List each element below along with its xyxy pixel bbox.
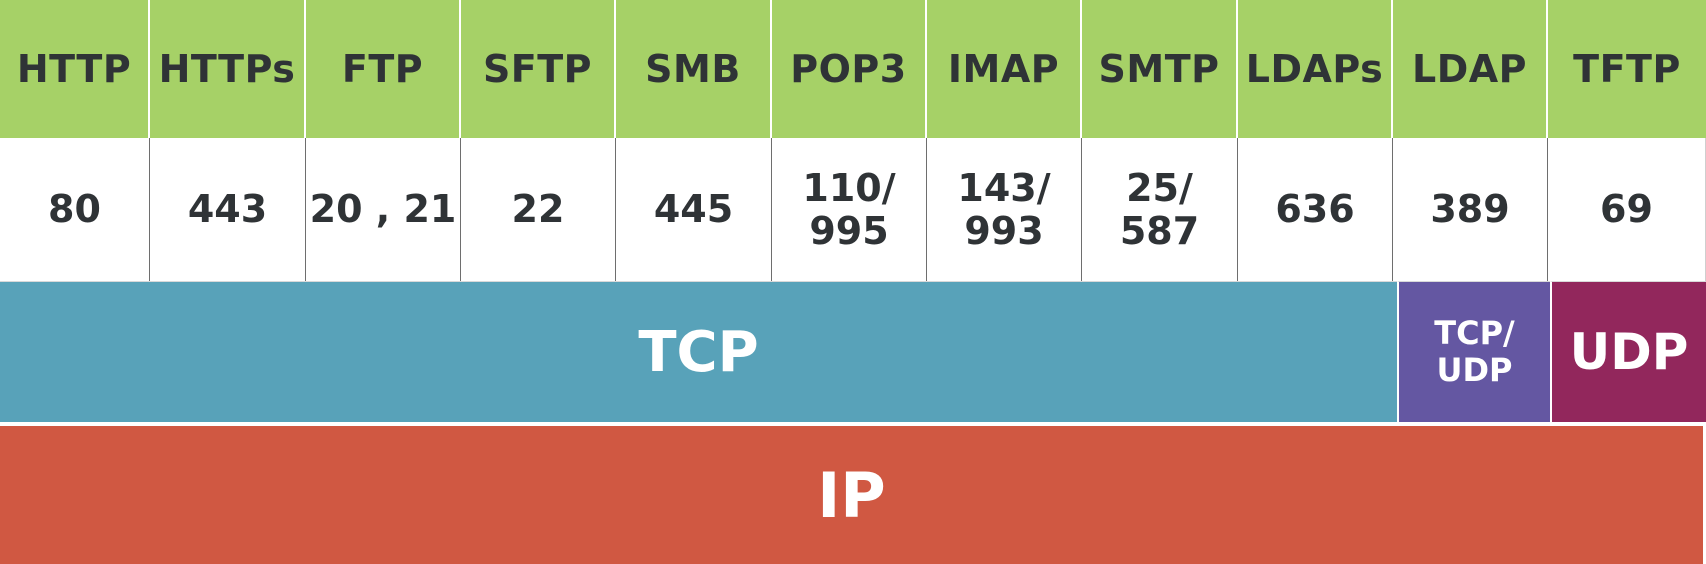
protocol-ldaps: LDAPs — [1238, 0, 1393, 138]
port-https: 443 — [150, 138, 306, 281]
port-ldap: 389 — [1393, 138, 1548, 281]
protocol-ftp: FTP — [306, 0, 461, 138]
protocol-https: HTTPs — [150, 0, 306, 138]
port-imap: 143/ 993 — [927, 138, 1082, 281]
transport-tcp-udp-block: TCP/ UDP — [1397, 281, 1550, 422]
protocol-pop3: POP3 — [772, 0, 927, 138]
protocol-http: HTTP — [0, 0, 150, 138]
protocol-smtp: SMTP — [1082, 0, 1238, 138]
protocol-sftp: SFTP — [461, 0, 616, 138]
port-pop3: 110/ 995 — [772, 138, 927, 281]
port-ftp: 20 , 21 — [306, 138, 461, 281]
port-numbers-row: 80 443 20 , 21 22 445 110/ 995 143/ 993 … — [0, 138, 1706, 281]
port-ldaps: 636 — [1238, 138, 1393, 281]
port-tftp: 69 — [1548, 138, 1706, 281]
protocol-imap: IMAP — [927, 0, 1082, 138]
transport-udp-block: UDP — [1550, 281, 1706, 422]
protocol-smb: SMB — [616, 0, 772, 138]
network-ip-block: IP — [0, 424, 1703, 564]
port-http: 80 — [0, 138, 150, 281]
protocol-ldap: LDAP — [1393, 0, 1548, 138]
port-smb: 445 — [616, 138, 772, 281]
port-smtp: 25/ 587 — [1082, 138, 1238, 281]
protocol-tftp: TFTP — [1548, 0, 1706, 138]
transport-tcp-block: TCP — [0, 281, 1397, 422]
port-sftp: 22 — [461, 138, 616, 281]
application-protocols-row: HTTP HTTPs FTP SFTP SMB POP3 IMAP SMTP L… — [0, 0, 1706, 138]
